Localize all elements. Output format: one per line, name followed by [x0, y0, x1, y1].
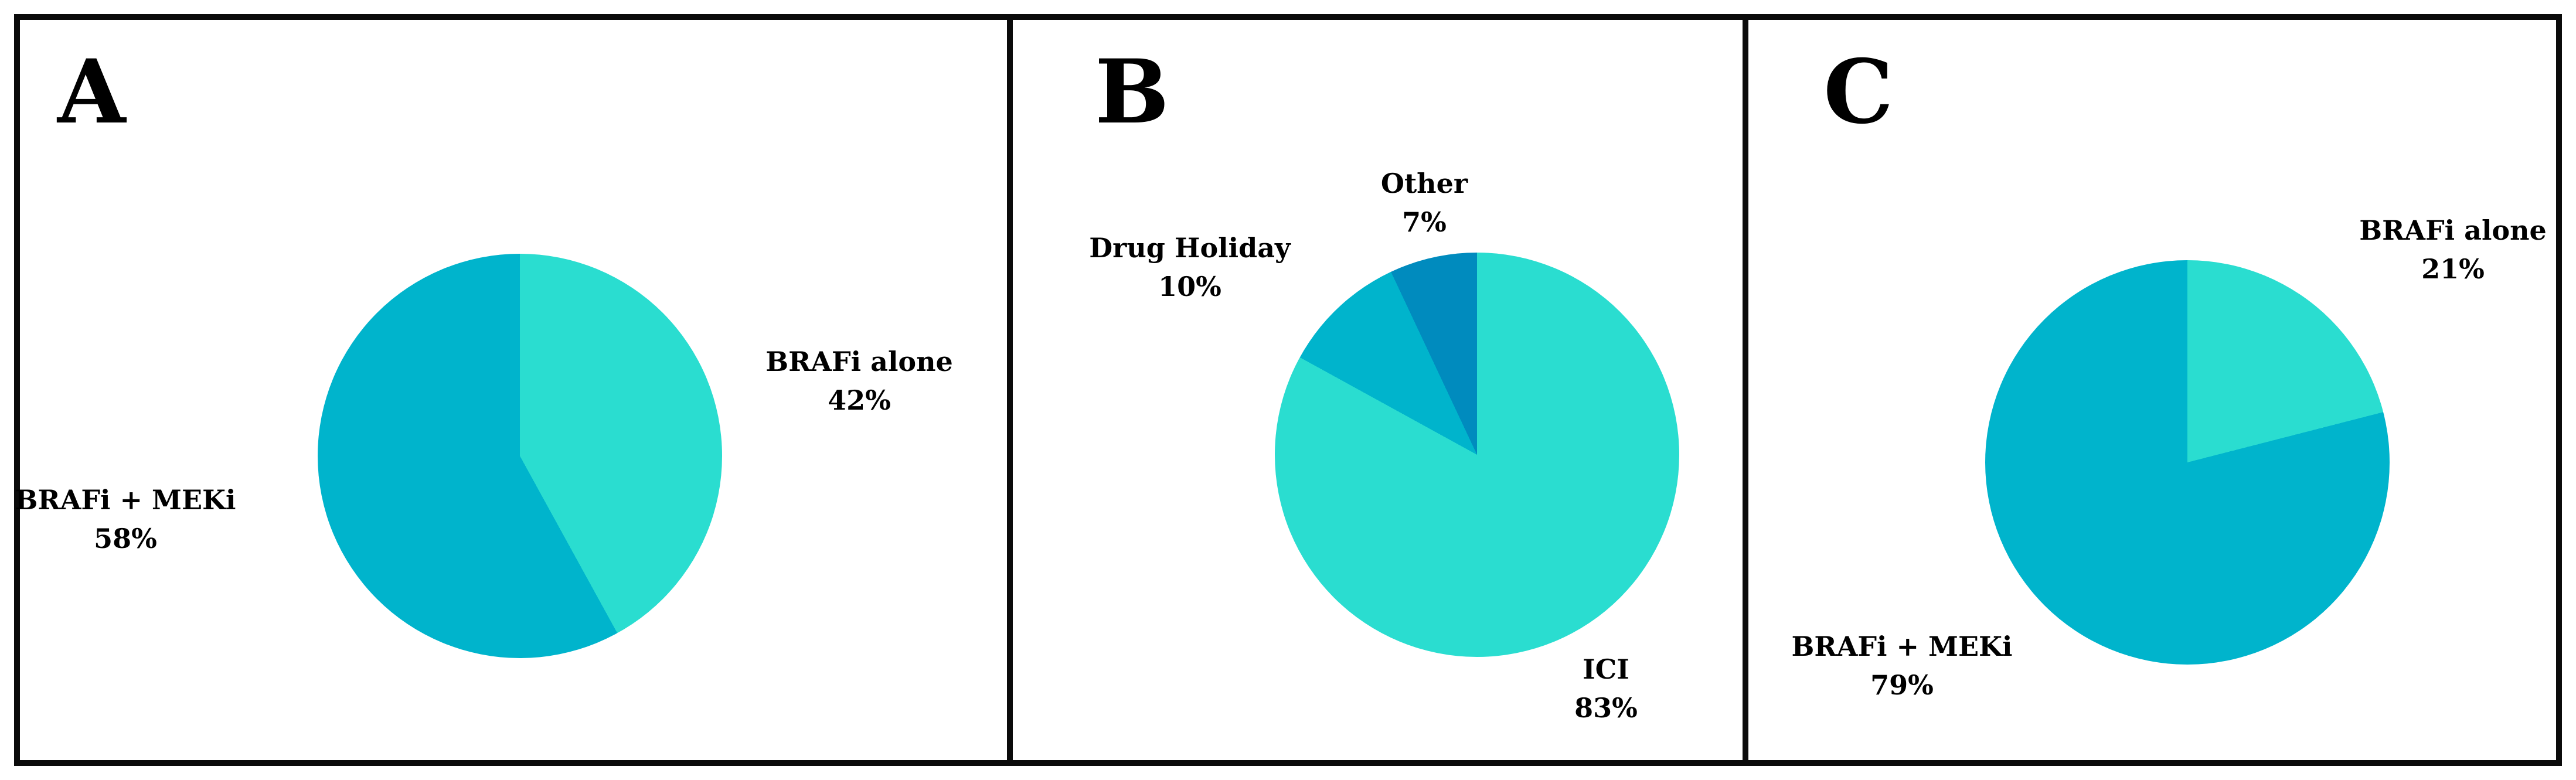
- slice-label-percent: 7%: [1402, 206, 1447, 238]
- slice-label-percent: 83%: [1574, 692, 1638, 724]
- slice-label-brafi-alone-c: BRAFi alone 21%: [2359, 211, 2547, 288]
- slice-label-percent: 10%: [1158, 271, 1221, 302]
- slice-label-brafi-alone-a: BRAFi alone 42%: [765, 342, 953, 420]
- slice-label-name: Drug Holiday: [1089, 232, 1291, 264]
- panel-letter-c: C: [1823, 40, 1894, 144]
- slice-label-percent: 21%: [2421, 253, 2485, 285]
- slice-label-percent: 58%: [94, 523, 157, 554]
- panel-letter-a: A: [57, 40, 126, 144]
- panel-letter-b: B: [1095, 40, 1169, 144]
- pie-chart-b: [1275, 253, 1679, 657]
- panel-b: B Other 7% Drug Holiday 10% ICI 83%: [1007, 14, 1754, 766]
- panel-c: C BRAFi alone 21% BRAFi + MEKi 79%: [1743, 14, 2562, 766]
- pie-chart-c: [1985, 260, 2390, 665]
- slice-label-percent: 42%: [828, 384, 891, 416]
- slice-label-name: BRAFi alone: [2359, 214, 2547, 246]
- slice-label-percent: 79%: [1870, 669, 1934, 701]
- slice-label-name: BRAFi + MEKi: [1791, 631, 2013, 662]
- slice-label-name: ICI: [1583, 653, 1629, 685]
- slice-label-name: BRAFi alone: [765, 346, 953, 377]
- slice-label-name: BRAFi + MEKi: [15, 484, 236, 516]
- panel-a: A BRAFi alone 42% BRAFi + MEKi 58%: [14, 14, 1019, 766]
- slice-label-ici-b: ICI 83%: [1574, 650, 1638, 727]
- slice-label-name: Other: [1380, 168, 1468, 199]
- slice-label-drug-holiday-b: Drug Holiday 10%: [1089, 229, 1291, 306]
- slice-label-brafi-meki-c: BRAFi + MEKi 79%: [1792, 627, 2013, 704]
- slice-label-other-b: Other 7%: [1381, 164, 1468, 241]
- pie-chart-a: [318, 254, 722, 658]
- slice-label-brafi-meki-a: BRAFi + MEKi 58%: [15, 481, 236, 558]
